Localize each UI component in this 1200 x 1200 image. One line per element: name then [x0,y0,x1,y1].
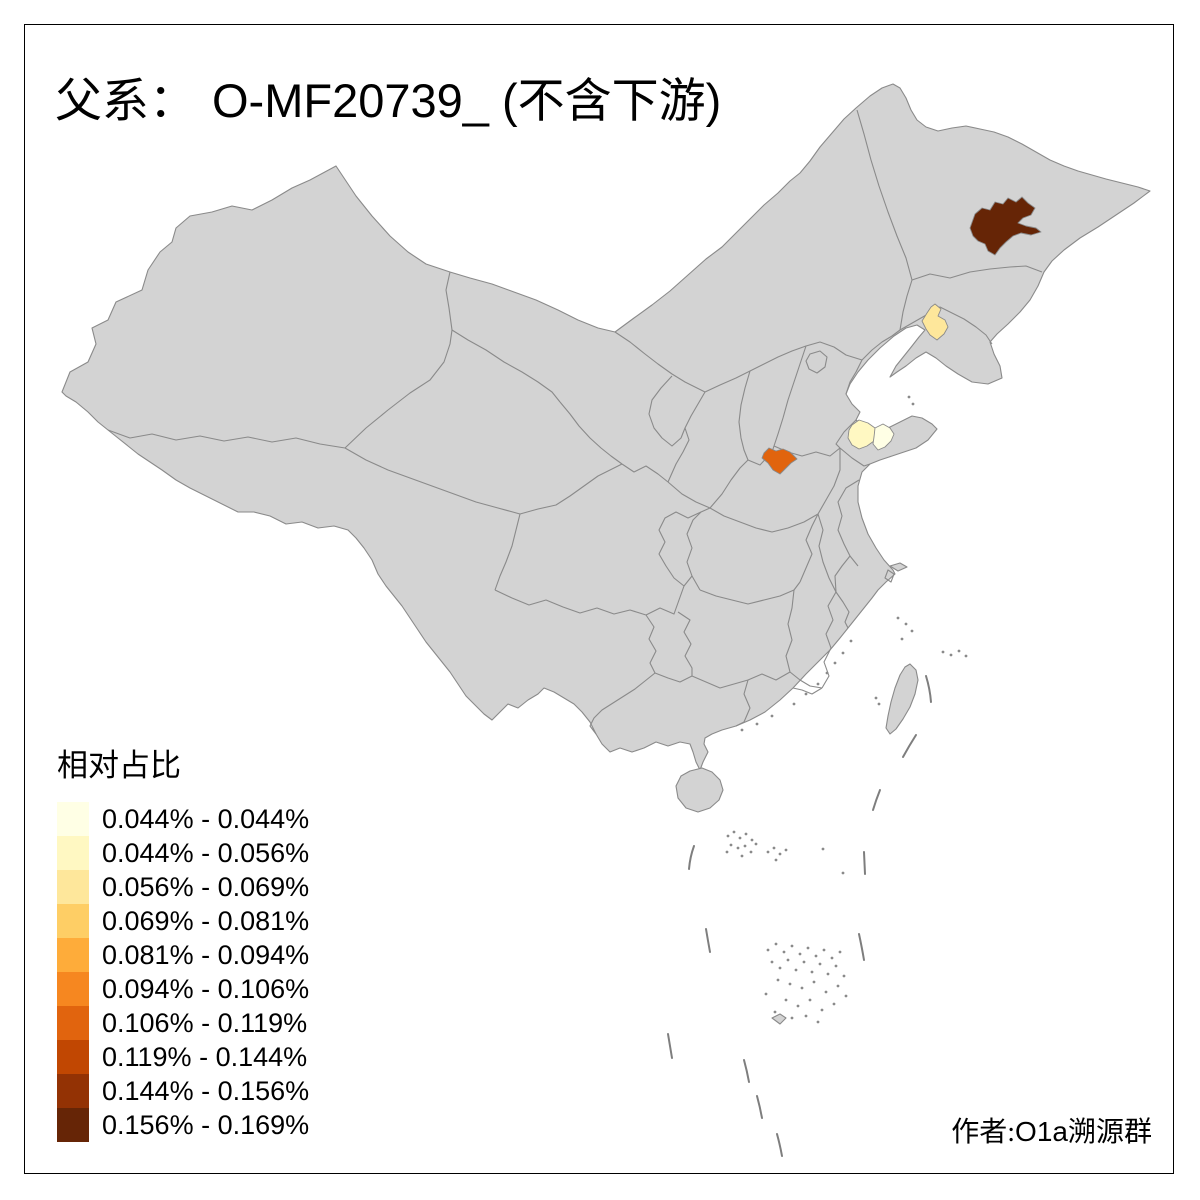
hainan-island [675,767,724,813]
region-henan [761,447,798,475]
taiwan-island [885,663,919,735]
region-shandong-east [872,423,895,451]
map-title-prefix: 父系： [55,76,196,128]
attribution: 作者:O1a溯源群 [951,1110,1152,1150]
legend-swatch [57,1040,89,1074]
legend-label: 0.056% - 0.069% [102,871,310,902]
province-borders [107,109,1043,735]
legend-swatch [57,802,89,836]
region-shandong-central [847,419,879,450]
legend-label: 0.044% - 0.056% [102,837,310,868]
attribution-suffix: 溯源群 [1067,1117,1152,1148]
legend-label: 0.081% - 0.094% [102,939,310,970]
legend-title: 相对占比 [57,748,181,783]
region-heilongjiang [969,196,1042,256]
legend-swatch [57,972,89,1006]
legend-row: 0.056% - 0.069% [57,870,309,904]
attribution-prefix: 作者: [951,1117,1016,1148]
small-island-dots [725,395,968,1024]
legend-row: 0.069% - 0.081% [57,904,309,938]
legend-label: 0.156% - 0.169% [102,1109,310,1140]
spratly-islet [771,1013,787,1025]
legend: 相对占比 0.044% - 0.044% 0.044% - 0.056% 0.0… [57,750,309,1142]
sea-boundary-dashes [667,675,932,1157]
legend-row: 0.044% - 0.044% [57,802,309,836]
legend-label: 0.119% - 0.144% [102,1041,308,1072]
legend-row: 0.106% - 0.119% [57,1006,309,1040]
legend-swatch [57,836,89,870]
legend-row: 0.156% - 0.169% [57,1108,309,1142]
legend-row: 0.044% - 0.056% [57,836,309,870]
map-title: 父系： O-MF20739_ (不含下游) [55,62,721,131]
legend-label: 0.069% - 0.081% [102,905,310,936]
legend-swatch [57,938,89,972]
legend-swatch [57,904,89,938]
legend-label: 0.144% - 0.156% [102,1075,310,1106]
legend-swatch [57,1006,89,1040]
legend-row: 0.081% - 0.094% [57,938,309,972]
legend-label: 0.044% - 0.044% [102,803,310,834]
chongming-island [889,562,908,572]
legend-row: 0.094% - 0.106% [57,972,309,1006]
map-title-main: O-MF20739_ (不含下游) [212,74,722,127]
legend-label: 0.094% - 0.106% [102,973,310,1004]
highlighted-regions [761,196,1042,475]
attribution-latin: O1a [1015,1116,1068,1147]
legend-row: 0.144% - 0.156% [57,1074,309,1108]
legend-label: 0.106% - 0.119% [102,1007,308,1038]
legend-rows: 0.044% - 0.044% 0.044% - 0.056% 0.056% -… [57,802,309,1142]
legend-swatch [57,1074,89,1108]
legend-swatch [57,870,89,904]
legend-row: 0.119% - 0.144% [57,1040,309,1074]
islands [675,562,919,1025]
region-liaoning [921,303,949,341]
china-mainland [61,83,1151,771]
legend-swatch [57,1108,89,1142]
